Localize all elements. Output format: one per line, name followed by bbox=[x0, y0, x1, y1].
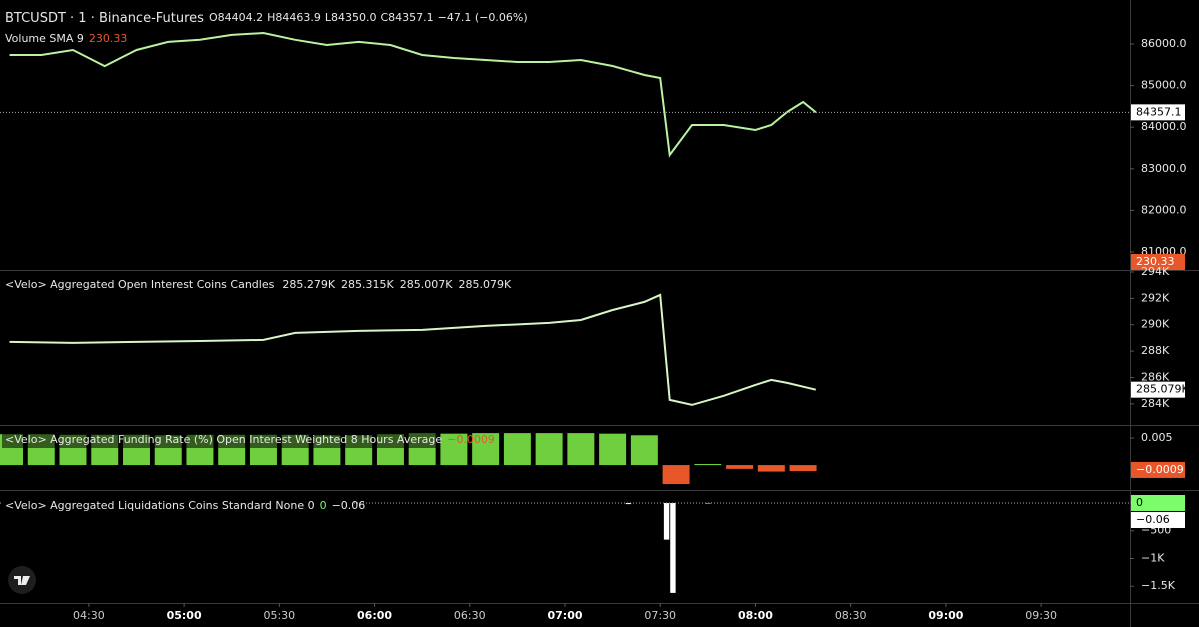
bar bbox=[705, 502, 711, 504]
bar bbox=[625, 502, 632, 505]
indicator-value: 285.315K bbox=[341, 278, 394, 291]
indicator-name: <Velo> Aggregated Open Interest Coins Ca… bbox=[5, 278, 275, 291]
x-tick-label: 08:00 bbox=[738, 609, 773, 622]
bar bbox=[630, 435, 658, 466]
indicator-name: <Velo> Aggregated Liquidations Coins Sta… bbox=[5, 499, 315, 512]
x-tick-label: 06:00 bbox=[357, 609, 392, 622]
y-tick-label: −1K bbox=[1141, 551, 1165, 564]
bar bbox=[726, 465, 754, 469]
y-tick-label: 284K bbox=[1141, 397, 1170, 410]
indicator-name: <Velo> Aggregated Funding Rate (%) Open … bbox=[5, 433, 442, 446]
last-value-label: 84357.1 bbox=[1136, 105, 1182, 118]
price-line bbox=[9, 293, 817, 406]
indicator-value: −0.0009 bbox=[447, 433, 495, 446]
x-tick-label: 05:30 bbox=[263, 609, 295, 622]
y-tick-label: 84000.0 bbox=[1141, 120, 1187, 133]
bar bbox=[440, 433, 468, 466]
x-tick-label: 09:00 bbox=[928, 609, 963, 622]
change: −47.1 (−0.06%) bbox=[438, 11, 528, 24]
bar bbox=[472, 433, 500, 466]
indicator-value: 285.007K bbox=[400, 278, 453, 291]
bar bbox=[789, 465, 817, 472]
ohlc: C84357.1 bbox=[381, 11, 434, 24]
x-tick-label: 07:30 bbox=[644, 609, 676, 622]
y-tick-label: 292K bbox=[1141, 291, 1170, 304]
x-tick-label: 07:00 bbox=[547, 609, 582, 622]
volume-sma-label: 230.33 bbox=[1136, 255, 1175, 268]
logo bbox=[8, 566, 36, 594]
bar bbox=[599, 433, 627, 466]
oi-header: <Velo> Aggregated Open Interest Coins Ca… bbox=[5, 278, 512, 291]
y-tick-label: 288K bbox=[1141, 344, 1170, 357]
indicator-value: −0.06 bbox=[332, 499, 366, 512]
last-value-box bbox=[1131, 494, 1185, 511]
indicator-value: 230.33 bbox=[89, 32, 128, 45]
ohlc: O84404.2 bbox=[209, 11, 263, 24]
bar bbox=[567, 433, 595, 466]
bar bbox=[670, 502, 676, 593]
bar bbox=[503, 433, 531, 466]
last-value-label: −0.0009 bbox=[1136, 463, 1184, 476]
symbol-title: BTCUSDT · 1 · Binance-Futures bbox=[5, 11, 204, 26]
last-value-box bbox=[1131, 511, 1185, 528]
y-tick-label: 85000.0 bbox=[1141, 79, 1187, 92]
bar bbox=[757, 465, 785, 472]
x-tick-label: 05:00 bbox=[167, 609, 202, 622]
indicator-value: 285.079K bbox=[458, 278, 511, 291]
bar bbox=[662, 465, 690, 485]
header-backdrop bbox=[2, 498, 352, 514]
symbol-header: BTCUSDT · 1 · Binance-Futures O84404.2 H84… bbox=[5, 11, 528, 26]
last-value-label: −0.06 bbox=[1136, 513, 1170, 526]
bar bbox=[535, 433, 563, 466]
indicator-name: Volume SMA 9 bbox=[5, 32, 84, 45]
marks: 81000.082000.083000.084000.085000.086000… bbox=[0, 31, 1189, 622]
logo-mark bbox=[14, 576, 30, 585]
indicator-value: 0 bbox=[320, 499, 327, 512]
bar bbox=[694, 464, 722, 466]
y-tick-label: 82000.0 bbox=[1141, 203, 1187, 216]
x-tick-label: 04:30 bbox=[73, 609, 105, 622]
y-tick-label: −1.5K bbox=[1141, 579, 1176, 592]
bar bbox=[663, 502, 670, 540]
last-value-box bbox=[1131, 381, 1185, 398]
y-tick-label: 286K bbox=[1141, 371, 1170, 384]
y-tick-label: 86000.0 bbox=[1141, 37, 1187, 50]
liq-header: <Velo> Aggregated Liquidations Coins Sta… bbox=[5, 499, 365, 512]
funding-header: <Velo> Aggregated Funding Rate (%) Open … bbox=[5, 433, 495, 446]
last-value-box bbox=[1131, 104, 1185, 121]
header-backdrop bbox=[2, 432, 436, 448]
ohlc: H84463.9 bbox=[267, 11, 321, 24]
logo-circle bbox=[8, 566, 36, 594]
volume-header: Volume SMA 9 230.33 bbox=[5, 32, 127, 45]
y-tick-label: 83000.0 bbox=[1141, 162, 1187, 175]
volume-sma-box bbox=[1131, 254, 1185, 270]
price-line bbox=[9, 31, 817, 158]
x-tick-label: 09:30 bbox=[1025, 609, 1057, 622]
x-tick-label: 08:30 bbox=[835, 609, 867, 622]
last-value-box bbox=[1131, 461, 1185, 478]
y-tick-label: 0.005 bbox=[1141, 431, 1173, 444]
y-tick-label: 290K bbox=[1141, 318, 1170, 331]
indicator-value: 285.279K bbox=[282, 278, 335, 291]
last-value-label: 285.079K bbox=[1136, 383, 1189, 396]
y-tick-label: 294K bbox=[1141, 265, 1170, 278]
last-value-label: 0 bbox=[1136, 496, 1143, 509]
ohlc: L84350.0 bbox=[325, 11, 377, 24]
x-tick-label: 06:30 bbox=[454, 609, 486, 622]
